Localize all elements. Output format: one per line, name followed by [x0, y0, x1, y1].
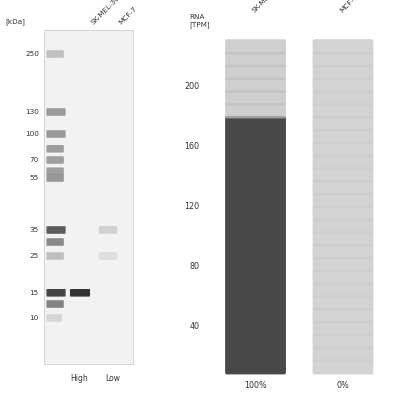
FancyBboxPatch shape: [225, 154, 286, 170]
FancyBboxPatch shape: [312, 142, 373, 157]
Text: 25: 25: [29, 253, 39, 259]
Text: 0%: 0%: [337, 381, 349, 390]
FancyBboxPatch shape: [312, 39, 373, 54]
FancyBboxPatch shape: [46, 238, 64, 246]
FancyBboxPatch shape: [312, 346, 373, 362]
Text: 130: 130: [25, 109, 39, 115]
Text: 40: 40: [189, 322, 199, 332]
FancyBboxPatch shape: [312, 321, 373, 336]
FancyBboxPatch shape: [225, 39, 286, 54]
FancyBboxPatch shape: [312, 282, 373, 298]
Text: [kDa]: [kDa]: [6, 18, 25, 25]
FancyBboxPatch shape: [225, 167, 286, 182]
Text: RNA
[TPM]: RNA [TPM]: [189, 14, 209, 28]
FancyBboxPatch shape: [46, 252, 64, 260]
FancyBboxPatch shape: [312, 116, 373, 131]
FancyBboxPatch shape: [46, 50, 64, 58]
FancyBboxPatch shape: [225, 206, 286, 221]
FancyBboxPatch shape: [225, 359, 286, 374]
FancyBboxPatch shape: [312, 257, 373, 272]
FancyBboxPatch shape: [46, 174, 64, 182]
Text: 10: 10: [29, 315, 39, 321]
Text: 70: 70: [29, 157, 39, 163]
Text: Low: Low: [105, 374, 121, 383]
FancyBboxPatch shape: [312, 334, 373, 349]
Text: MCF-7: MCF-7: [118, 6, 138, 26]
FancyBboxPatch shape: [225, 334, 286, 349]
FancyBboxPatch shape: [46, 108, 66, 116]
Text: SK-MEL-30: SK-MEL-30: [90, 0, 121, 26]
FancyBboxPatch shape: [225, 52, 286, 67]
FancyBboxPatch shape: [225, 346, 286, 362]
FancyBboxPatch shape: [99, 252, 117, 260]
FancyBboxPatch shape: [312, 193, 373, 208]
FancyBboxPatch shape: [225, 65, 286, 80]
Text: MCF-7: MCF-7: [339, 0, 359, 14]
FancyBboxPatch shape: [312, 167, 373, 182]
FancyBboxPatch shape: [46, 314, 62, 322]
FancyBboxPatch shape: [46, 156, 64, 164]
Text: 80: 80: [189, 262, 199, 271]
Text: SK-MEL-30: SK-MEL-30: [252, 0, 283, 14]
FancyBboxPatch shape: [312, 90, 373, 106]
Text: 55: 55: [29, 175, 39, 181]
FancyBboxPatch shape: [46, 130, 66, 138]
Text: 250: 250: [25, 51, 39, 57]
FancyBboxPatch shape: [312, 231, 373, 246]
FancyBboxPatch shape: [225, 321, 286, 336]
FancyBboxPatch shape: [312, 308, 373, 323]
FancyBboxPatch shape: [225, 244, 286, 259]
FancyBboxPatch shape: [225, 129, 286, 144]
FancyBboxPatch shape: [225, 231, 286, 246]
FancyBboxPatch shape: [312, 359, 373, 374]
Text: 100%: 100%: [244, 381, 267, 390]
FancyBboxPatch shape: [225, 78, 286, 93]
FancyBboxPatch shape: [70, 289, 90, 297]
FancyBboxPatch shape: [46, 145, 64, 152]
FancyBboxPatch shape: [99, 226, 117, 234]
FancyBboxPatch shape: [46, 289, 66, 297]
FancyBboxPatch shape: [46, 226, 66, 234]
FancyBboxPatch shape: [225, 270, 286, 285]
FancyBboxPatch shape: [225, 218, 286, 234]
FancyBboxPatch shape: [225, 142, 286, 157]
Text: High: High: [70, 374, 88, 383]
FancyBboxPatch shape: [225, 257, 286, 272]
FancyBboxPatch shape: [225, 295, 286, 310]
FancyBboxPatch shape: [312, 244, 373, 259]
FancyBboxPatch shape: [312, 295, 373, 310]
FancyBboxPatch shape: [225, 282, 286, 298]
FancyBboxPatch shape: [312, 154, 373, 170]
FancyBboxPatch shape: [312, 52, 373, 67]
FancyBboxPatch shape: [46, 167, 64, 175]
FancyBboxPatch shape: [225, 193, 286, 208]
Text: 120: 120: [184, 202, 199, 211]
FancyBboxPatch shape: [312, 180, 373, 195]
Text: 35: 35: [29, 227, 39, 233]
Text: 15: 15: [29, 290, 39, 296]
FancyBboxPatch shape: [46, 300, 64, 308]
FancyBboxPatch shape: [225, 180, 286, 195]
FancyBboxPatch shape: [312, 78, 373, 93]
FancyBboxPatch shape: [225, 116, 286, 131]
FancyBboxPatch shape: [312, 65, 373, 80]
FancyBboxPatch shape: [225, 308, 286, 323]
FancyBboxPatch shape: [44, 30, 133, 364]
Text: 200: 200: [184, 82, 199, 91]
FancyBboxPatch shape: [225, 103, 286, 118]
FancyBboxPatch shape: [312, 270, 373, 285]
FancyBboxPatch shape: [225, 90, 286, 106]
Text: 160: 160: [184, 142, 199, 151]
FancyBboxPatch shape: [312, 103, 373, 118]
FancyBboxPatch shape: [312, 218, 373, 234]
FancyBboxPatch shape: [312, 206, 373, 221]
FancyBboxPatch shape: [312, 129, 373, 144]
Text: 100: 100: [25, 131, 39, 137]
